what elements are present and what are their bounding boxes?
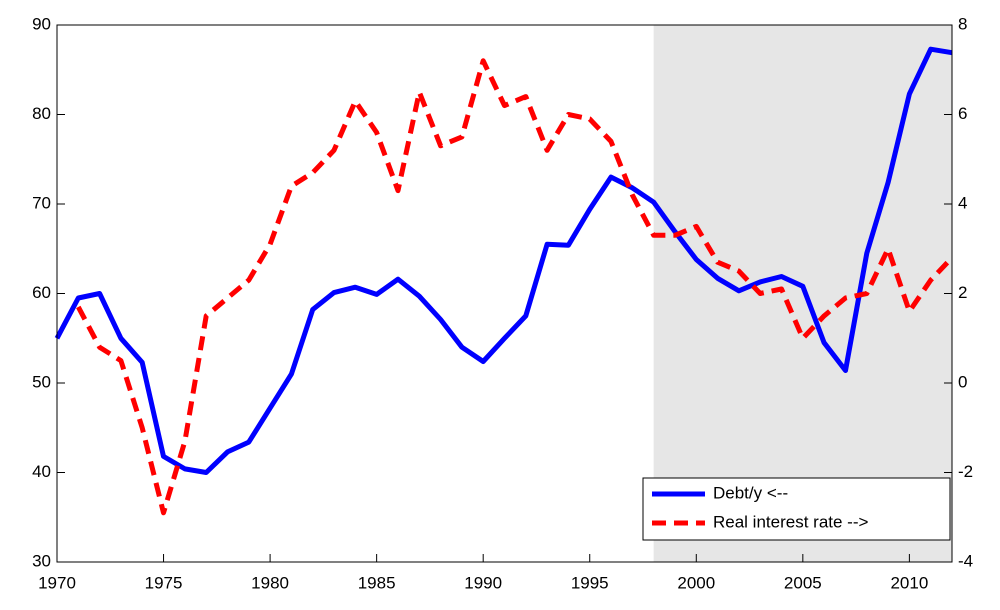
x-tick-label: 2005	[784, 573, 822, 592]
y-tick-label: 90	[32, 14, 51, 33]
x-tick-label: 1980	[251, 573, 289, 592]
plot-frame	[56, 24, 953, 563]
series-line	[54, 46, 953, 475]
x-tick-label: 1985	[358, 573, 396, 592]
y2-tick-label: -4	[958, 551, 973, 570]
legend-label: Debt/y <--	[713, 483, 788, 502]
y-tick-label: 70	[32, 193, 51, 212]
legend-box	[642, 477, 951, 541]
x-tick-label: 1970	[38, 573, 76, 592]
series-line	[76, 58, 954, 516]
y2-tick-label: 0	[958, 372, 967, 391]
y2-tick-label: -2	[958, 462, 973, 481]
legend-label: Real interest rate -->	[713, 512, 868, 531]
y2-tick-label: 8	[958, 14, 967, 33]
x-tick-label: 1975	[145, 573, 183, 592]
y-tick-label: 30	[32, 551, 51, 570]
y2-tick-label: 4	[958, 193, 967, 212]
x-tick-label: 2010	[890, 573, 928, 592]
x-tick-label: 1995	[571, 573, 609, 592]
y-tick-label: 50	[32, 372, 51, 391]
y2-tick-label: 6	[958, 104, 967, 123]
y-tick-label: 40	[32, 462, 51, 481]
x-tick-label: 1990	[464, 573, 502, 592]
x-tick-label: 2000	[677, 573, 715, 592]
y2-tick-label: 2	[958, 283, 967, 302]
y-tick-label: 60	[32, 283, 51, 302]
y-tick-label: 80	[32, 104, 51, 123]
